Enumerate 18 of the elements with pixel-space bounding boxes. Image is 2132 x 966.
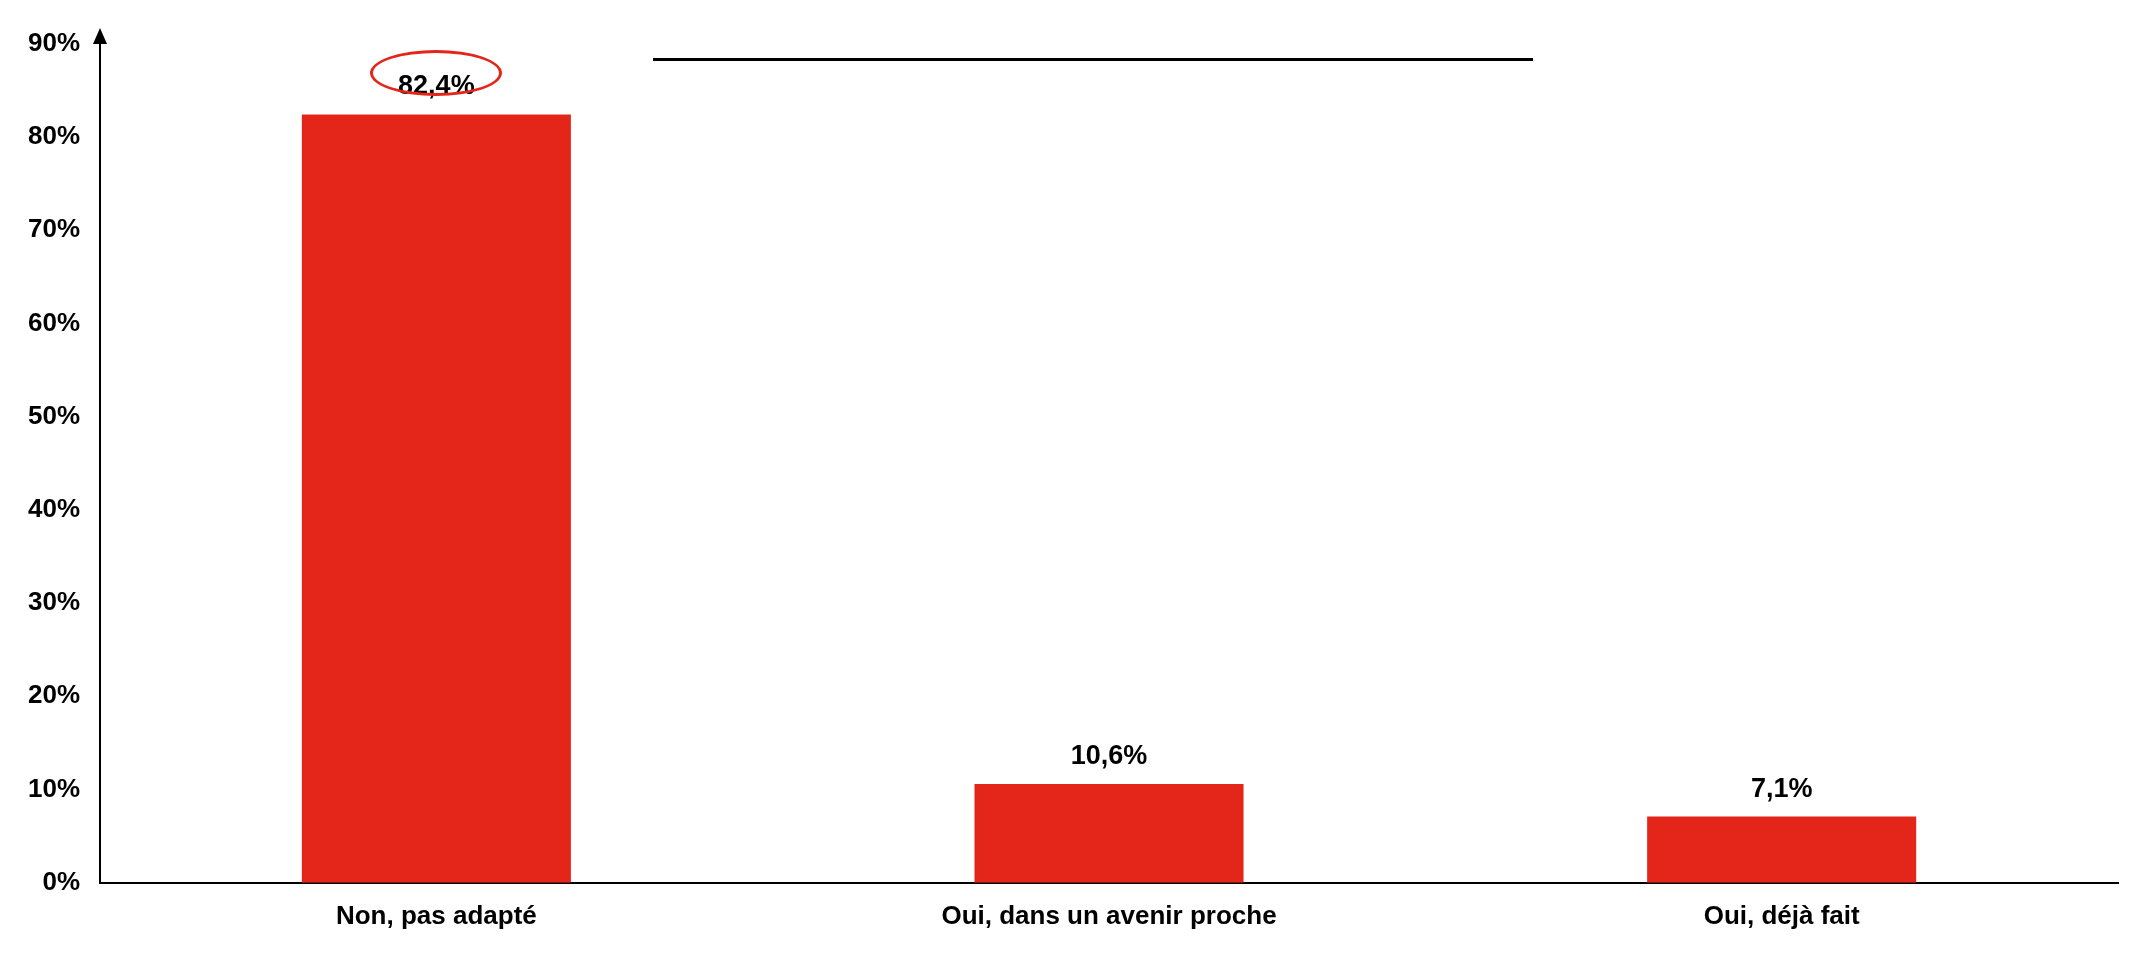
bar <box>1647 816 1917 883</box>
x-tick-label: Oui, déjà fait <box>1703 899 1861 930</box>
y-tick-label: 90% <box>27 26 81 57</box>
y-tick-label: 10% <box>27 772 81 803</box>
y-tick-label: 50% <box>27 399 81 430</box>
data-label: 10,6% <box>1070 739 1148 770</box>
bar <box>301 114 571 883</box>
y-tick-label: 80% <box>27 120 81 151</box>
x-tick-label: Non, pas adapté <box>335 899 537 930</box>
y-tick-label: 60% <box>27 306 81 337</box>
y-tick-label: 70% <box>27 213 81 244</box>
y-tick-label: 20% <box>27 679 81 710</box>
data-label: 7,1% <box>1750 772 1813 803</box>
y-tick-label: 0% <box>42 865 81 896</box>
x-tick-label: Oui, dans un avenir proche <box>941 899 1277 930</box>
y-tick-label: 30% <box>27 586 81 617</box>
bar <box>974 783 1244 883</box>
y-tick-label: 40% <box>27 492 81 523</box>
